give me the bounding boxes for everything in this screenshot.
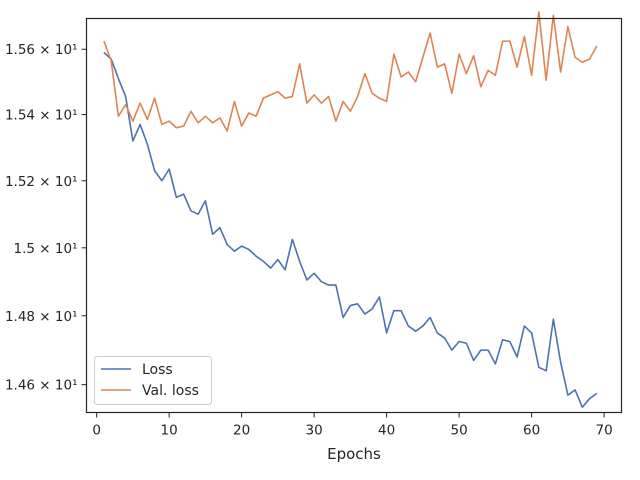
series-line-0 — [103, 51, 598, 409]
legend-label-0: Loss — [142, 362, 173, 378]
y-tick-label: 1.56 × 10¹ — [5, 42, 78, 58]
y-tick-label: 1.46 × 10¹ — [5, 378, 78, 394]
x-tick-label: 40 — [378, 423, 395, 439]
legend-label-1: Val. loss — [142, 383, 199, 399]
x-axis-label: Epochs — [327, 445, 381, 463]
x-tick-label: 50 — [451, 423, 468, 439]
y-tick-label: 1.48 × 10¹ — [5, 309, 78, 325]
y-tick-label: 1.52 × 10¹ — [5, 174, 78, 190]
y-axis-ticks: 1.46 × 10¹ 1.48 × 10¹ 1.5 × 10¹ 1.52 × 10¹ 1… — [5, 42, 87, 394]
y-tick-label: 1.54 × 10¹ — [5, 108, 78, 124]
x-tick-label: 10 — [161, 423, 178, 439]
x-tick-label: 0 — [92, 423, 101, 439]
series-line-1 — [103, 11, 598, 132]
y-tick-label: 1.5 × 10¹ — [14, 241, 78, 257]
x-tick-label: 20 — [233, 423, 250, 439]
x-tick-label: 70 — [596, 423, 613, 439]
legend: Loss Val. loss — [94, 356, 212, 405]
x-tick-label: 30 — [306, 423, 323, 439]
axes-frame — [85, 17, 623, 414]
plot-lines — [103, 11, 598, 409]
x-tick-label: 60 — [523, 423, 540, 439]
x-axis-ticks: 0 10 20 30 40 50 60 70 — [92, 412, 613, 439]
